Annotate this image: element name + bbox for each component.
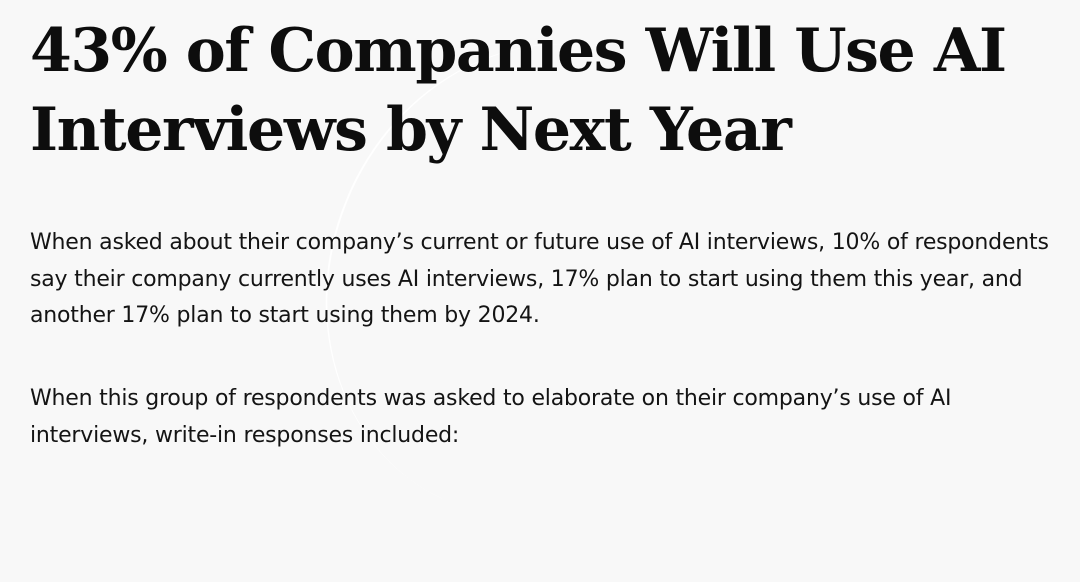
article-paragraph-write-in-intro: When this group of respondents was asked… xyxy=(30,386,952,448)
article-title: 43% of Companies Will Use AI Interviews … xyxy=(30,16,1007,165)
article-page: 43% of Companies Will Use AI Interviews … xyxy=(0,0,1080,488)
article-paragraph-usage-stats: When asked about their company’s current… xyxy=(30,230,1049,328)
